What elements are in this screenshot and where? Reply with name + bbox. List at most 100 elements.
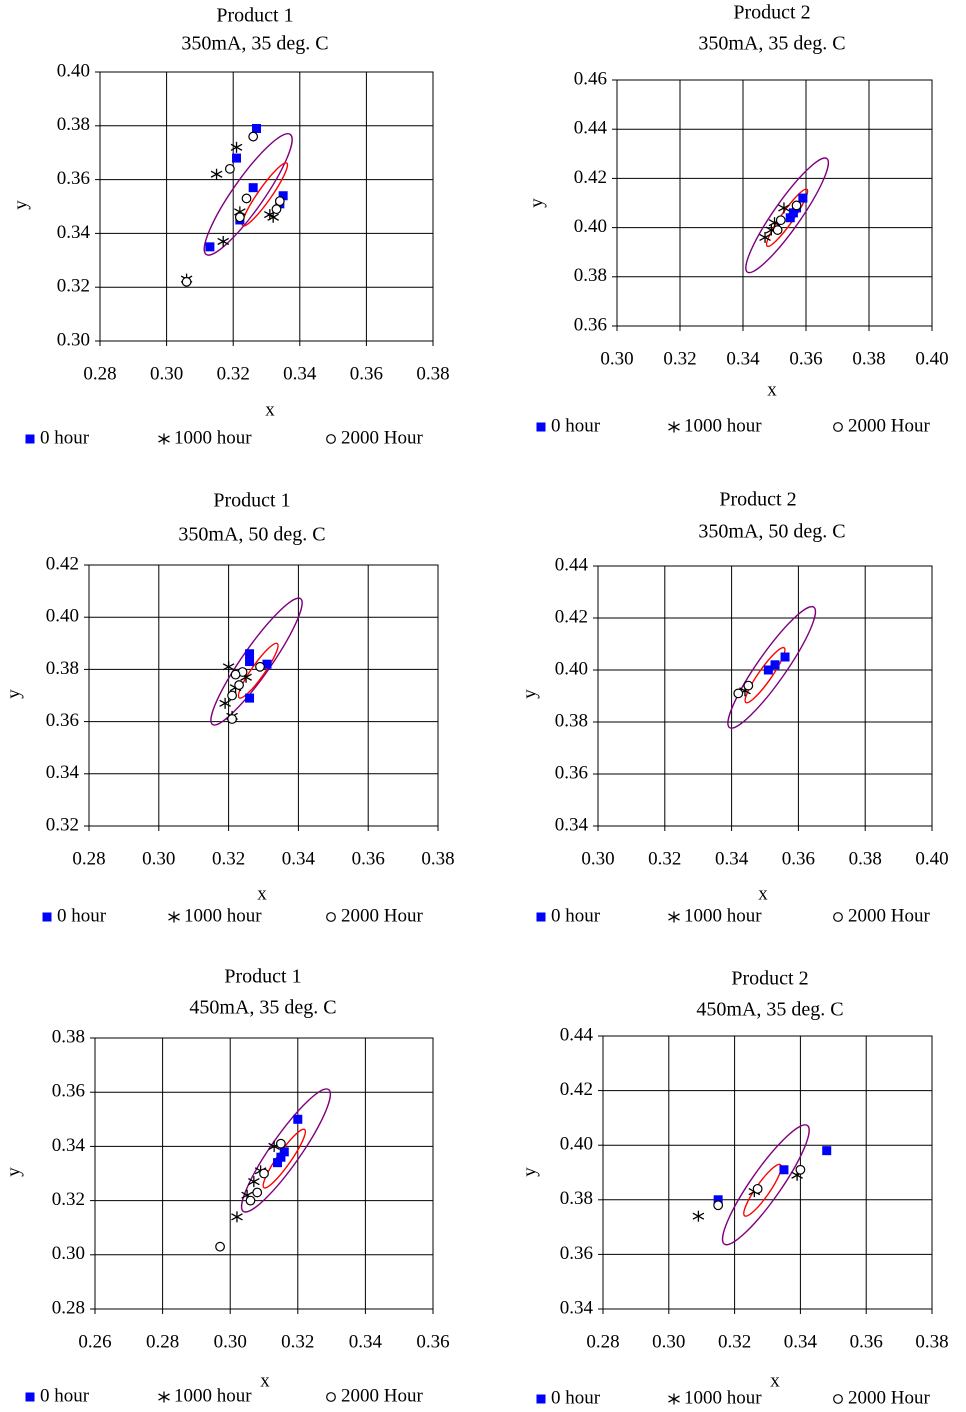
point-1000-hour [217, 235, 230, 247]
y-tick-label: 0.38 [57, 114, 90, 135]
point-1000-hour [778, 202, 790, 214]
point-0-hour [763, 665, 773, 675]
x-tick-label: 0.26 [78, 1331, 111, 1352]
legend-label: 0 hour [551, 1387, 601, 1408]
y-tick-label: 0.40 [57, 60, 90, 81]
inner-tolerance-ellipse [241, 162, 289, 227]
chart-title: Product 1 [224, 966, 301, 988]
point-1000-hour [210, 168, 223, 180]
x-tick-label: 0.36 [789, 348, 822, 369]
chart-subtitle: 350mA, 50 deg. C [178, 524, 325, 546]
legend-marker-0-hour [42, 912, 52, 922]
chart-subtitle: 350mA, 35 deg. C [181, 33, 328, 55]
x-tick-label: 0.36 [350, 363, 383, 384]
chart-legend: 0 hour 1000 hour 2000 Hour [536, 415, 930, 436]
point-0-hour [248, 183, 258, 193]
chart-title: Product 1 [213, 490, 290, 512]
x-tick-label: 0.28 [83, 363, 116, 384]
y-tick-label: 0.34 [555, 814, 589, 835]
x-tick-label: 0.38 [852, 348, 885, 369]
point-0-hour [785, 213, 795, 223]
chart-panel-2: 0.30 0.32 0.34 0.36 0.38 0.40 0.36 0.38 0.40 0.42… [526, 2, 948, 437]
point-0-hour [293, 1114, 303, 1124]
point-2000-hour [227, 690, 237, 701]
y-tick-label: 0.40 [46, 606, 79, 627]
legend-marker-0-hour [536, 1394, 546, 1404]
point-2000-hour [230, 669, 241, 680]
y-tick-label: 0.36 [57, 168, 90, 189]
point-1000-hour [230, 141, 243, 153]
y-axis-label: y [3, 689, 24, 699]
y-tick-label: 0.36 [560, 1243, 593, 1264]
legend-marker-1000-hour [158, 433, 170, 445]
point-0-hour [770, 660, 780, 670]
chart-subtitle: 350mA, 50 deg. C [698, 521, 845, 543]
x-tick-label: 0.36 [850, 1331, 883, 1352]
point-1000-hour [248, 1176, 260, 1188]
x-tick-label: 0.36 [782, 848, 815, 869]
point-2000-hour [248, 131, 259, 142]
y-tick-label: 0.34 [560, 1297, 594, 1318]
legend-marker-0-hour [25, 434, 35, 444]
y-tick-label: 0.38 [555, 710, 588, 731]
y-tick-label: 0.44 [560, 1024, 594, 1045]
plot-area [597, 565, 933, 827]
x-tick-label: 0.36 [416, 1331, 449, 1352]
legend-marker-1000-hour [158, 1391, 170, 1403]
legend-label: 1000 hour [684, 415, 762, 436]
y-tick-label: 0.42 [555, 606, 588, 627]
y-tick-label: 0.36 [555, 762, 588, 783]
legend-label: 1000 hour [684, 1387, 762, 1408]
point-0-hour [780, 652, 790, 662]
legend-label: 0 hour [40, 427, 90, 448]
y-tick-label: 0.38 [52, 1026, 85, 1047]
y-tick-label: 0.34 [52, 1135, 86, 1156]
x-tick-label: 0.34 [715, 848, 749, 869]
legend-marker-1000-hour [668, 911, 680, 923]
point-0-hour [822, 1146, 832, 1156]
y-tick-label: 0.38 [560, 1188, 593, 1209]
legend-marker-2000-hour [326, 434, 336, 444]
y-tick-label: 0.38 [574, 265, 607, 286]
x-tick-label: 0.40 [915, 348, 948, 369]
point-2000-hour [241, 193, 252, 204]
x-tick-label: 0.32 [663, 348, 696, 369]
legend-label: 2000 Hour [341, 905, 423, 926]
point-0-hour [278, 191, 288, 201]
chart-legend: 0 hour 1000 hour 2000 Hour [536, 1387, 930, 1408]
x-tick-label: 0.34 [283, 363, 317, 384]
point-0-hour [276, 1152, 286, 1162]
point-0-hour [713, 1195, 723, 1205]
x-tick-label: 0.38 [915, 1331, 948, 1352]
x-tick-label: 0.34 [282, 848, 316, 869]
x-tick-label: 0.32 [718, 1331, 751, 1352]
y-tick-label: 0.40 [560, 1134, 593, 1155]
x-axis-label: x [770, 1370, 780, 1391]
chart-panel-5: 0.26 0.28 0.30 0.32 0.34 0.36 0.28 0.30 0.32 0.34… [3, 966, 449, 1407]
outer-tolerance-ellipse [210, 597, 303, 726]
chart-title: Product 2 [719, 489, 796, 511]
chart-legend: 0 hour 1000 hour 2000 Hour [25, 427, 423, 448]
point-1000-hour [267, 211, 279, 223]
point-0-hour [232, 153, 242, 163]
legend-marker-2000-hour [326, 1392, 336, 1402]
chart-subtitle: 350mA, 35 deg. C [698, 33, 845, 55]
point-2000-hour [775, 215, 786, 226]
chart-panel-3: 0.28 0.30 0.32 0.34 0.36 0.38 0.32 0.34 0.36 0.38… [3, 490, 454, 927]
point-2000-hour [713, 1200, 724, 1211]
legend-marker-1000-hour [168, 911, 180, 923]
x-tick-label: 0.40 [915, 848, 948, 869]
x-axis-label: x [265, 399, 275, 420]
legend-marker-0-hour [536, 912, 546, 922]
chart-legend: 0 hour 1000 hour 2000 Hour [25, 1385, 423, 1406]
point-2000-hour [752, 1183, 763, 1194]
chart-subtitle: 450mA, 35 deg. C [696, 999, 843, 1021]
point-2000-hour [795, 1164, 806, 1175]
point-0-hour [245, 649, 255, 659]
plot-area [88, 564, 439, 827]
x-tick-label: 0.32 [217, 363, 250, 384]
y-tick-label: 0.44 [555, 554, 589, 575]
x-tick-label: 0.30 [600, 348, 633, 369]
point-0-hour [245, 657, 255, 667]
point-2000-hour [224, 163, 235, 174]
